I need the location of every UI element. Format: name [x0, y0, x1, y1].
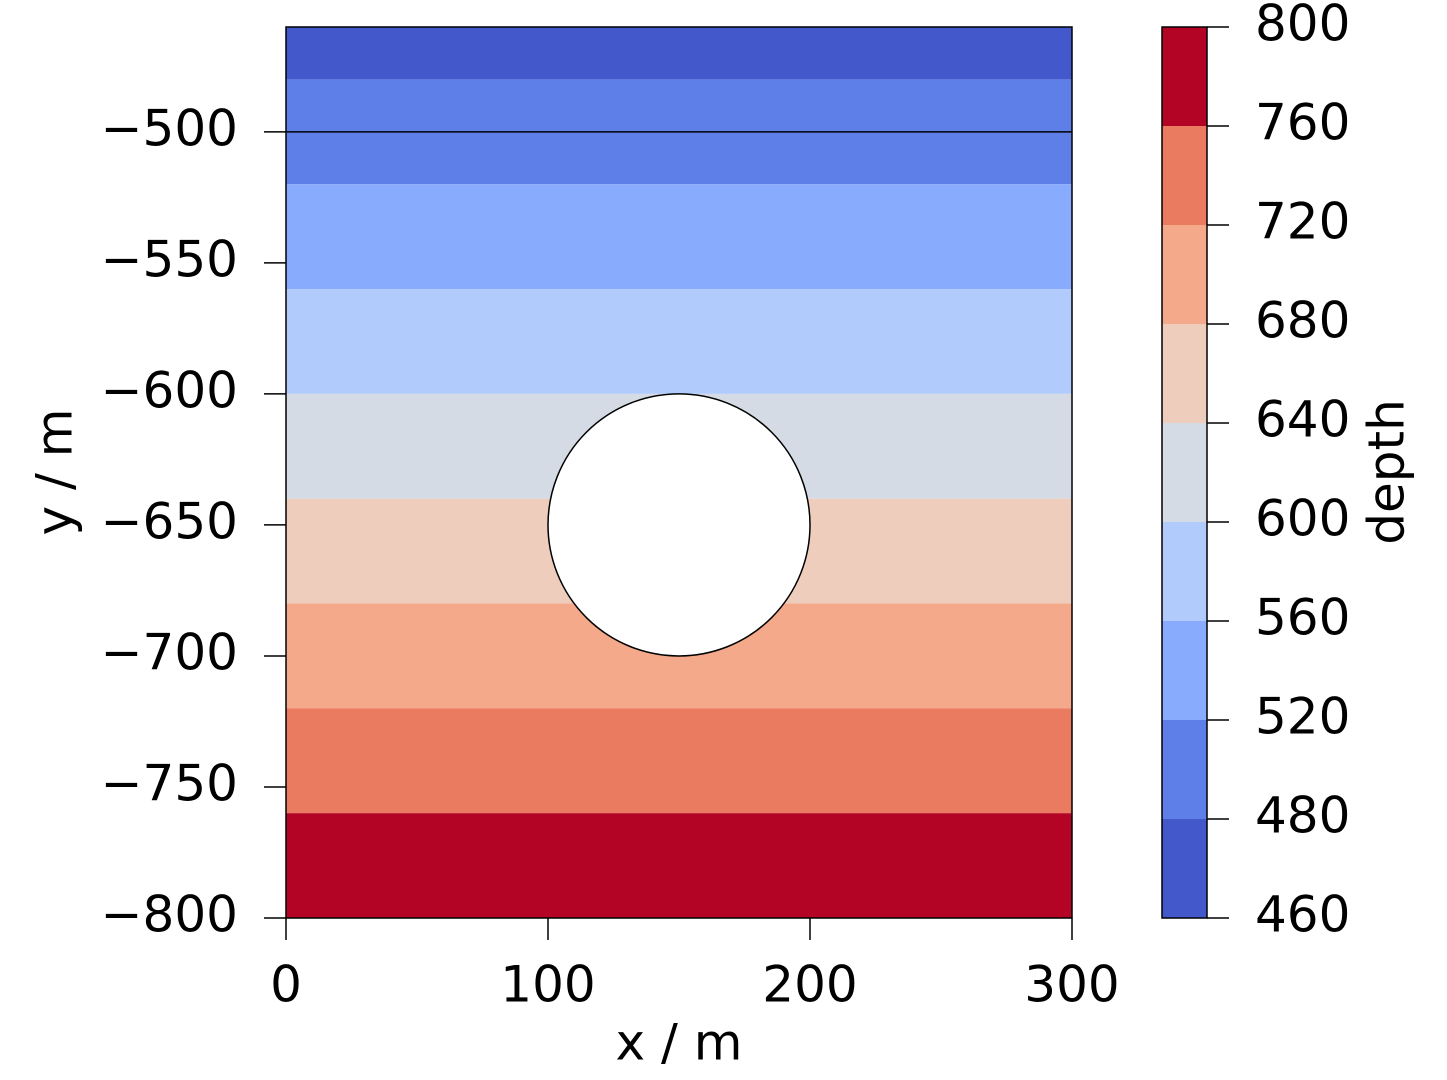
colorbar-segment: [1162, 621, 1207, 720]
hole: [547, 393, 811, 657]
colorbar-label: depth: [1358, 399, 1416, 545]
colorbar-segment: [1162, 324, 1207, 423]
contour-band: [286, 813, 1072, 918]
contour-band: [286, 708, 1072, 814]
y-tick-label: −650: [101, 492, 238, 550]
x-tick-label: 300: [1024, 956, 1119, 1014]
y-tick-label: −500: [101, 99, 238, 157]
colorbar-segment: [1162, 225, 1207, 324]
x-tick-label: 100: [500, 956, 595, 1014]
y-axis-label: y / m: [26, 409, 84, 536]
x-axis-label: x / m: [616, 1014, 743, 1072]
colorbar-segment: [1162, 522, 1207, 621]
contour-band: [286, 27, 1072, 80]
colorbar-segment: [1162, 720, 1207, 819]
colorbar-tick-label: 760: [1255, 94, 1350, 152]
y-tick-label: −550: [101, 230, 238, 288]
colorbar-tick-label: 600: [1255, 490, 1350, 548]
y-tick-label: −750: [101, 754, 238, 812]
colorbar-frame: [1161, 26, 1208, 919]
contour-band: [286, 289, 1072, 394]
colorbar-tick-label: 640: [1255, 391, 1350, 449]
y-tick-label: −700: [101, 623, 238, 681]
colorbar-tick-label: 460: [1255, 886, 1350, 944]
y-tick-label: −600: [101, 361, 238, 419]
y-tick-label: −800: [101, 886, 238, 944]
plot-frame: [285, 26, 1073, 919]
colorbar-tick-label: 480: [1255, 787, 1350, 845]
colorbar-segment: [1162, 819, 1207, 918]
contour-band: [286, 184, 1072, 290]
colorbar-tick-label: 800: [1255, 0, 1350, 53]
colorbar-segment: [1162, 423, 1207, 522]
colorbar-tick-label: 560: [1255, 589, 1350, 647]
x-tick-label: 200: [762, 956, 857, 1014]
x-tick-label: 0: [270, 956, 302, 1014]
colorbar-segment: [1162, 27, 1207, 126]
colorbar-tick-label: 720: [1255, 193, 1350, 251]
colorbar-segment: [1162, 126, 1207, 225]
colorbar-tick-label: 680: [1255, 292, 1350, 350]
colorbar-tick-label: 520: [1255, 688, 1350, 746]
